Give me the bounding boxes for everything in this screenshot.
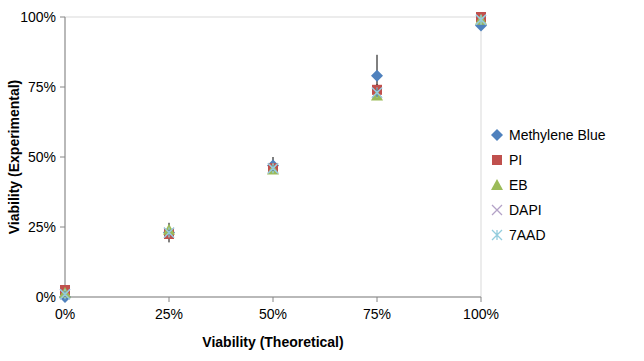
x-tick-label: 0%	[55, 306, 75, 322]
series	[60, 12, 486, 295]
y-tick-label: 0%	[36, 289, 56, 305]
point	[476, 15, 486, 25]
point	[60, 289, 70, 299]
series	[59, 19, 487, 303]
point	[164, 228, 174, 238]
y-tick-label: 25%	[28, 219, 56, 235]
legend-label: DAPI	[509, 202, 542, 218]
y-axis-title: Viability (Experimental)	[6, 80, 22, 235]
plot-frame	[65, 17, 481, 297]
x-tick-label: 100%	[463, 306, 499, 322]
y-tick	[60, 87, 65, 88]
x-tick	[481, 297, 482, 302]
y-tick	[60, 157, 65, 158]
legend-label: EB	[509, 177, 528, 193]
point	[268, 163, 278, 173]
point	[372, 88, 382, 98]
legend-label: Methylene Blue	[509, 127, 606, 143]
x-tick-label: 75%	[363, 306, 391, 322]
legend: Methylene Blue PI EB DAPI 7AAD	[491, 127, 606, 243]
series	[60, 15, 486, 299]
legend-marker	[491, 129, 503, 141]
legend-marker	[491, 179, 503, 190]
point	[164, 228, 174, 238]
series	[59, 14, 487, 298]
y-tick-label: 75%	[28, 79, 56, 95]
x-tick-label: 25%	[155, 306, 183, 322]
y-tick-label: 50%	[28, 149, 56, 165]
point	[268, 163, 278, 173]
x-axis-title: Viability (Theoretical)	[202, 334, 343, 350]
point	[60, 289, 70, 299]
point	[476, 15, 486, 25]
x-tick-label: 50%	[259, 306, 287, 322]
legend-label: 7AAD	[509, 227, 546, 243]
legend-label: PI	[509, 152, 522, 168]
x-tick	[169, 297, 170, 302]
y-tick-label: 100%	[20, 9, 56, 25]
point	[267, 164, 279, 175]
legend-marker	[492, 205, 502, 215]
y-tick	[60, 227, 65, 228]
series	[60, 15, 486, 299]
x-tick	[273, 297, 274, 302]
marks	[59, 12, 487, 303]
y-tick	[60, 17, 65, 18]
point	[475, 14, 487, 25]
legend-marker	[492, 230, 502, 240]
legend-marker	[492, 155, 502, 165]
point	[268, 163, 278, 173]
point	[371, 70, 383, 82]
chart: 0% 25% 50% 75% 100% 0% 25% 50% 75% 100% Viability …	[0, 0, 644, 361]
point	[372, 88, 382, 98]
x-tick	[377, 297, 378, 302]
